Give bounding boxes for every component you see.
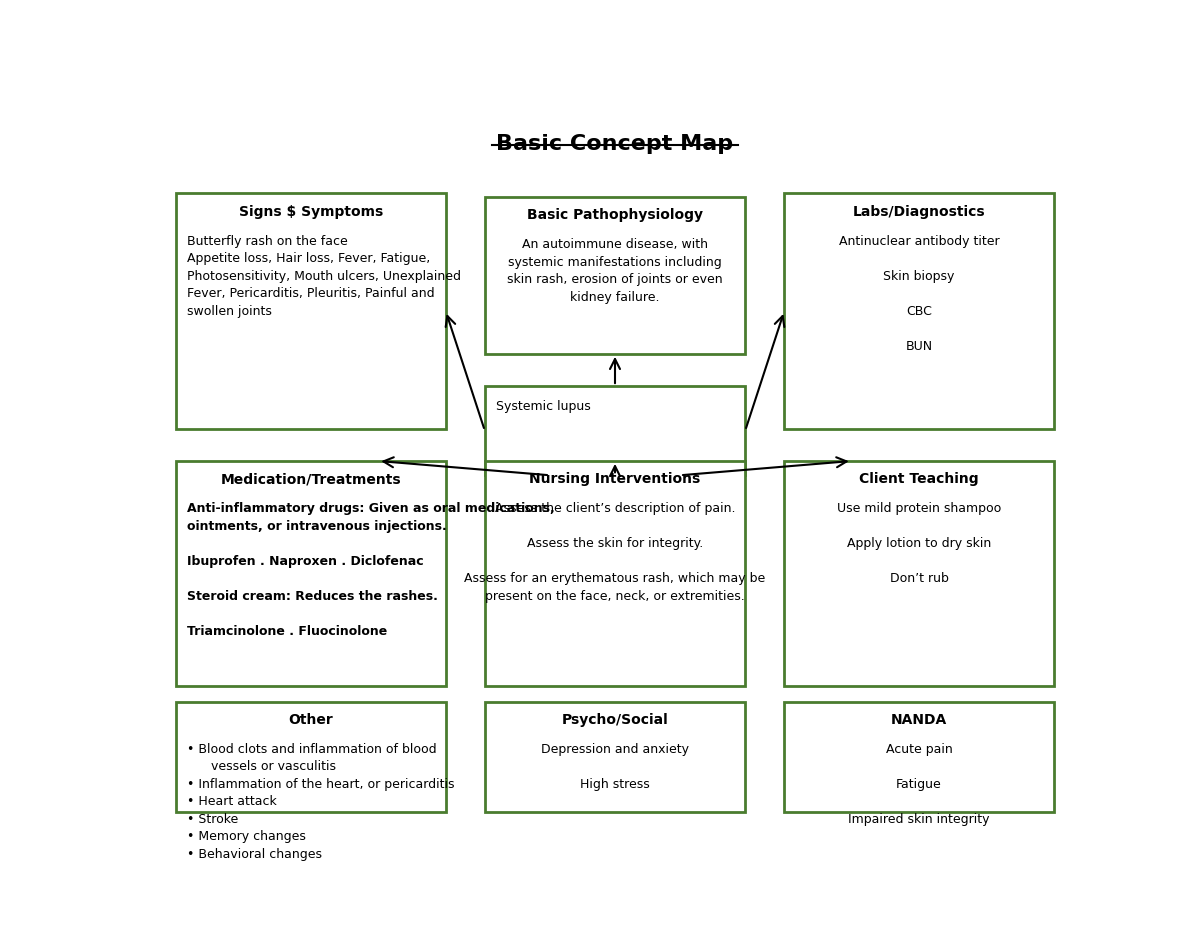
Text: Use mild protein shampoo

Apply lotion to dry skin

Don’t rub: Use mild protein shampoo Apply lotion to… [836, 502, 1001, 585]
Text: Butterfly rash on the face
Appetite loss, Hair loss, Fever, Fatigue,
Photosensit: Butterfly rash on the face Appetite loss… [187, 235, 461, 318]
Text: Depression and anxiety

High stress: Depression and anxiety High stress [541, 743, 689, 791]
Text: Systemic lupus: Systemic lupus [496, 400, 590, 413]
FancyBboxPatch shape [485, 702, 745, 812]
Text: • Blood clots and inflammation of blood
      vessels or vasculitis
• Inflammati: • Blood clots and inflammation of blood … [187, 743, 455, 861]
Text: An autoimmune disease, with
systemic manifestations including
skin rash, erosion: An autoimmune disease, with systemic man… [508, 238, 722, 304]
Text: Basic Pathophysiology: Basic Pathophysiology [527, 209, 703, 222]
FancyBboxPatch shape [785, 461, 1054, 686]
Text: Assess the client’s description of pain.

Assess the skin for integrity.

Assess: Assess the client’s description of pain.… [464, 502, 766, 603]
Text: Psycho/Social: Psycho/Social [562, 713, 668, 727]
FancyBboxPatch shape [485, 386, 745, 476]
FancyBboxPatch shape [485, 461, 745, 686]
FancyBboxPatch shape [485, 197, 745, 354]
Text: Medication/Treatments: Medication/Treatments [221, 473, 401, 487]
FancyBboxPatch shape [785, 194, 1054, 429]
Text: Client Teaching: Client Teaching [859, 473, 979, 487]
FancyBboxPatch shape [176, 702, 445, 812]
FancyBboxPatch shape [176, 461, 445, 686]
Text: Nursing Interventions: Nursing Interventions [529, 473, 701, 487]
Text: Basic Concept Map: Basic Concept Map [497, 134, 733, 154]
FancyBboxPatch shape [176, 194, 445, 429]
Text: Other: Other [288, 713, 334, 727]
Text: Antinuclear antibody titer

Skin biopsy

CBC

BUN: Antinuclear antibody titer Skin biopsy C… [839, 235, 1000, 353]
Text: Acute pain

Fatigue

Impaired skin integrity: Acute pain Fatigue Impaired skin integri… [848, 743, 990, 826]
Text: NANDA: NANDA [890, 713, 947, 727]
Text: Signs $ Symptoms: Signs $ Symptoms [239, 205, 383, 219]
Text: Anti-inflammatory drugs: Given as oral medications,
ointments, or intravenous in: Anti-inflammatory drugs: Given as oral m… [187, 502, 554, 638]
Text: Labs/Diagnostics: Labs/Diagnostics [853, 205, 985, 219]
FancyBboxPatch shape [785, 702, 1054, 812]
